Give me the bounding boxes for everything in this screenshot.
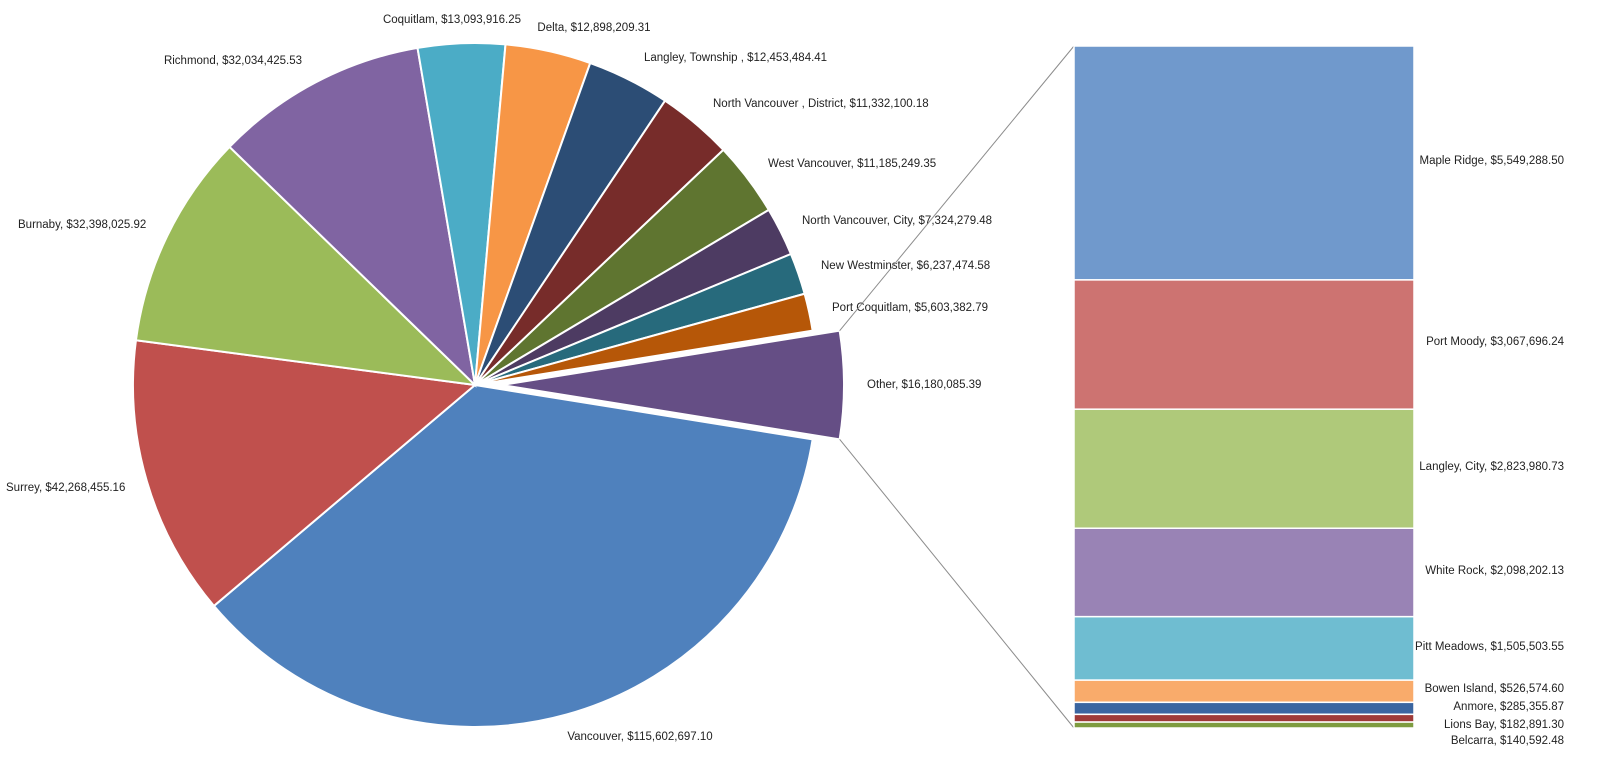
bar-segment-anmore: [1073, 701, 1415, 716]
bar-segment-bowen-island: [1073, 679, 1415, 704]
breakdown-bar-group: [1073, 45, 1415, 729]
pie-slice-surrey: [131, 339, 478, 608]
pie-slice-burnaby: [134, 145, 478, 387]
pie-slice-port-coquitlam: [474, 292, 814, 386]
connector-line-bottom: [839, 439, 1075, 729]
pie-label-port-coquitlam: Port Coquitlam, $5,603,382.79: [832, 302, 988, 314]
pie-label-north-vancouver: North Vancouver , District, $11,332,100.…: [713, 98, 929, 110]
connector-lines: [839, 45, 1075, 729]
pie-label-new-westminster: New Westminster, $6,237,474.58: [821, 260, 990, 272]
connector-line-top: [839, 45, 1075, 331]
bar-label-belcarra: Belcarra, $140,592.48: [1451, 735, 1564, 747]
bar-segment-maple-ridge: [1073, 45, 1415, 281]
bar-segment-lions-bay: [1073, 713, 1415, 723]
bar-segment-langley: [1073, 408, 1415, 529]
pie-label-delta: Delta, $12,898,209.31: [537, 22, 650, 34]
pie-slice-other: [501, 329, 845, 441]
bar-label-langley: Langley, City, $2,823,980.73: [1419, 461, 1564, 473]
bar-label-port-moody: Port Moody, $3,067,696.24: [1426, 336, 1564, 348]
bar-label-pitt-meadows: Pitt Meadows, $1,505,503.55: [1415, 641, 1564, 653]
bar-label-white-rock: White Rock, $2,098,202.13: [1425, 565, 1564, 577]
pie-slice-vancouver: [212, 383, 814, 728]
pie-label-coquitlam: Coquitlam, $13,093,916.25: [383, 14, 521, 26]
bar-label-lions-bay: Lions Bay, $182,891.30: [1444, 719, 1564, 731]
pie-group: [131, 42, 845, 728]
pie-label-surrey: Surrey, $42,268,455.16: [6, 482, 125, 494]
pie-label-burnaby: Burnaby, $32,398,025.92: [18, 219, 146, 231]
pie-labels: Vancouver, $115,602,697.10 Surrey, $42,26…: [6, 14, 992, 743]
bar-segment-white-rock: [1073, 527, 1415, 618]
pie-label-vancouver: Vancouver, $115,602,697.10: [567, 731, 712, 743]
pie-label-west-vancouver: West Vancouver, $11,185,249.35: [768, 158, 936, 170]
bar-label-maple-ridge: Maple Ridge, $5,549,288.50: [1420, 155, 1565, 167]
breakdown-labels: Maple Ridge, $5,549,288.50 Port Moody, $3…: [1415, 155, 1565, 747]
bar-segment-belcarra: [1073, 721, 1415, 729]
bar-label-bowen-island: Bowen Island, $526,574.60: [1425, 683, 1564, 695]
pie-label-langley: Langley, Township , $12,453,484.41: [644, 52, 827, 64]
pie-label-north-vancouver: North Vancouver, City, $7,324,279.48: [802, 215, 992, 227]
pie-label-richmond: Richmond, $32,034,425.53: [164, 55, 302, 67]
pie-slice-richmond: [228, 46, 477, 388]
bar-segment-pitt-meadows: [1073, 615, 1415, 681]
pie-label-other: Other, $16,180,085.39: [867, 379, 981, 391]
bar-segment-port-moody: [1073, 279, 1415, 410]
bar-label-anmore: Anmore, $285,355.87: [1453, 701, 1564, 713]
